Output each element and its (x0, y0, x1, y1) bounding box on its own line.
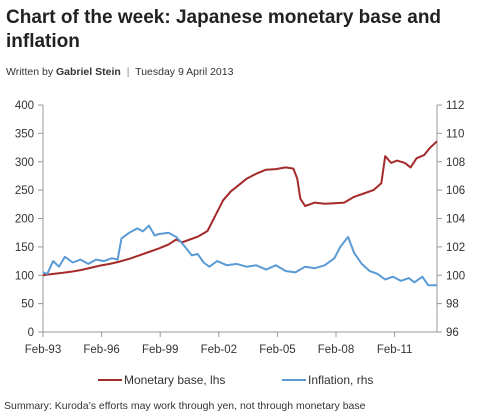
y-right-tick-label: 104 (446, 214, 466, 226)
y-right-tick-label: 108 (446, 157, 465, 169)
x-tick-label: Feb-99 (142, 344, 178, 356)
x-tick-label: Feb-02 (201, 344, 237, 356)
y-left-tick-label: 250 (15, 185, 34, 197)
legend-label-monetary-base: Monetary base, lhs (124, 373, 225, 387)
monetary-base-line (42, 140, 438, 277)
publish-date: Tuesday 9 April 2013 (135, 66, 234, 78)
x-tick-label: Feb-93 (25, 344, 61, 356)
x-tick-label: Feb-96 (83, 344, 119, 356)
chart-title: Chart of the week: Japanese monetary bas… (6, 7, 442, 52)
y-left-tick-label: 400 (15, 100, 34, 112)
legend-label-inflation: Inflation, rhs (308, 373, 373, 387)
written-by-label: Written by (6, 66, 54, 78)
y-left-tick-label: 350 (15, 128, 34, 140)
y-left-tick-label: 50 (21, 299, 34, 311)
y-left-tick-label: 300 (15, 157, 34, 169)
line-chart: 0 50 100 150 200 250 300 350 400 96 98 100 102 104 106… (15, 100, 466, 387)
y-right-tick-label: 102 (446, 242, 465, 254)
byline: Written by Gabriel Stein | Tuesday 9 Apr… (6, 66, 476, 78)
y-right-tick-label: 100 (446, 270, 465, 282)
y-right-tick-label: 96 (446, 327, 459, 339)
x-tick-label: Feb-11 (377, 344, 413, 356)
summary-text: Summary: Kuroda’s efforts may work throu… (4, 400, 366, 412)
y-right-tick-label: 112 (446, 100, 464, 112)
x-tick-label: Feb-05 (259, 344, 295, 356)
x-tick-label: Feb-08 (318, 344, 354, 356)
y-left-tick-label: 150 (15, 242, 34, 254)
y-right-tick-label: 106 (446, 185, 465, 197)
y-left-tick-label: 200 (15, 214, 34, 226)
y-left-tick-label: 100 (15, 270, 34, 282)
y-left-tick-label: 0 (28, 327, 34, 339)
y-right-tick-label: 110 (446, 128, 464, 140)
byline-separator: | (126, 66, 130, 78)
inflation-line (42, 224, 437, 287)
y-right-tick-label: 98 (446, 299, 459, 311)
author-name[interactable]: Gabriel Stein (56, 66, 121, 78)
